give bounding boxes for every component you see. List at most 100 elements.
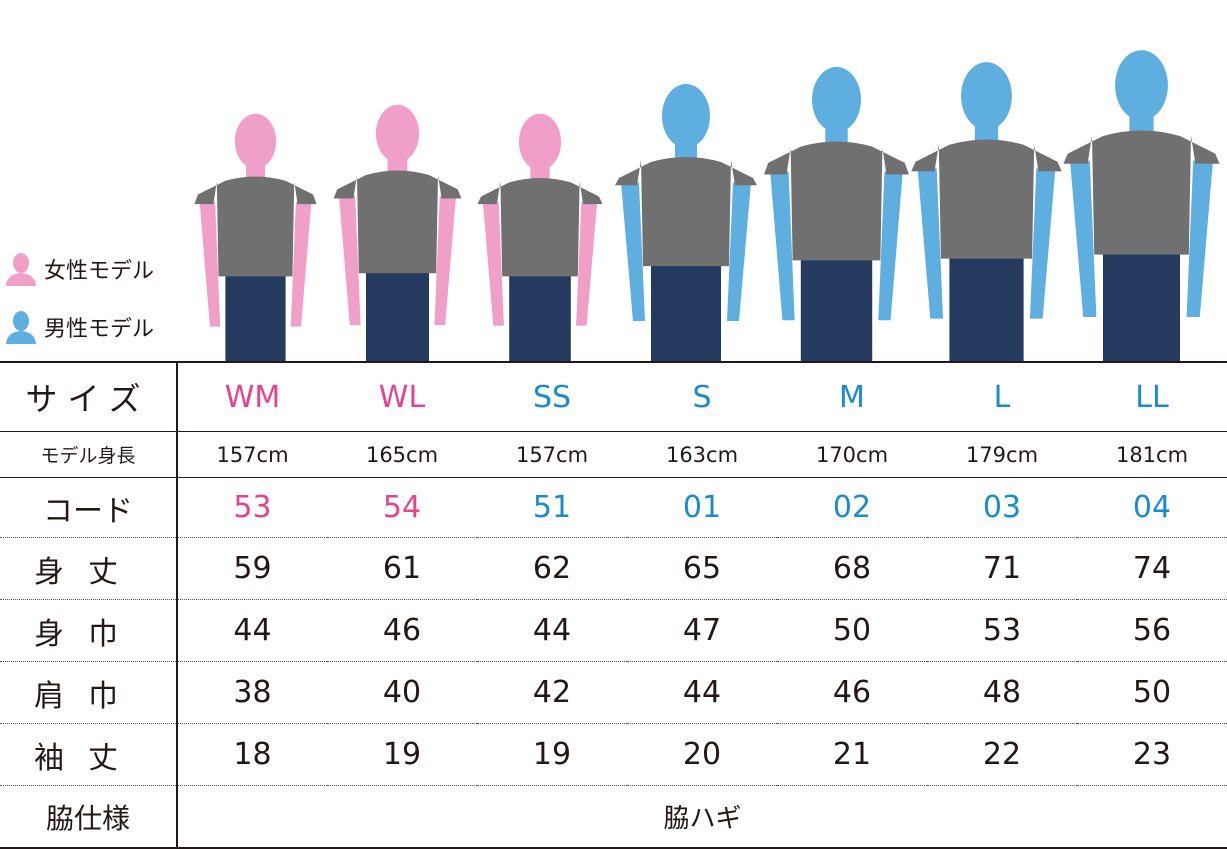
figure-left-arm: [482, 201, 504, 326]
figure-jeans: [224, 266, 286, 361]
figure-neck: [530, 163, 550, 181]
sleeve-length-cell: 19: [477, 723, 627, 786]
male-person-icon: [6, 311, 36, 344]
figure-right-arm: [433, 195, 456, 325]
figure-right-arm: [576, 201, 598, 326]
figure-tshirt: [333, 170, 461, 274]
shoulder-width-cell: 40: [327, 661, 477, 724]
code-cell: 04: [1077, 477, 1227, 538]
figure-tshirt: [1062, 130, 1220, 255]
figure-jeans: [800, 248, 872, 361]
figure-right-arm: [1029, 168, 1055, 319]
figure-right-arm: [877, 171, 903, 321]
code-cell: 01: [627, 477, 777, 538]
figure-neck: [675, 140, 697, 160]
model-figure-ll: [1062, 50, 1220, 361]
height-cell: 165cm: [327, 431, 477, 478]
figure-neck: [824, 124, 848, 145]
figure-head: [1114, 50, 1168, 121]
sleeve-length-cell: 21: [777, 723, 927, 786]
size-cell: L: [927, 361, 1077, 432]
size-cell: LL: [1077, 361, 1227, 432]
row-body-length: 身丈 59 61 62 65 68 71 74: [0, 537, 1227, 600]
label-shoulder-width: 肩巾: [0, 661, 178, 724]
figure-neck: [974, 121, 998, 143]
size-cell: WL: [327, 361, 477, 432]
label-size: サイズ: [0, 361, 178, 432]
size-cell: M: [777, 361, 927, 432]
model-figure-wm: [193, 113, 317, 361]
sleeve-length-cell: 23: [1077, 723, 1227, 786]
row-body-width: 身巾 44 46 44 47 50 53 56: [0, 599, 1227, 662]
figure-tshirt: [477, 178, 603, 277]
sleeve-length-cell: 18: [177, 723, 327, 786]
row-sleeve-length: 袖丈 18 19 19 20 21 22 23: [0, 723, 1227, 786]
model-figure-l: [910, 62, 1062, 361]
body-length-cell: 74: [1077, 537, 1227, 600]
code-cell: 03: [927, 477, 1077, 538]
label-body-length: 身丈: [0, 537, 178, 600]
model-figure-wl: [333, 104, 461, 361]
legend-male: 男性モデル: [4, 310, 154, 344]
model-figure-s: [615, 84, 757, 361]
height-cell: 157cm: [477, 431, 627, 478]
figure-left-arm: [1069, 160, 1096, 318]
figure-neck: [1128, 111, 1154, 134]
figure-jeans: [651, 254, 721, 361]
body-length-cell: 71: [927, 537, 1077, 600]
figure-neck: [387, 155, 407, 174]
height-cell: 181cm: [1077, 431, 1227, 478]
label-model-height: モデル身長: [0, 431, 178, 478]
label-code: コード: [0, 477, 178, 538]
code-cell: 53: [177, 477, 327, 538]
body-width-cell: 44: [177, 599, 327, 662]
body-width-cell: 56: [1077, 599, 1227, 662]
figure-left-arm: [621, 182, 645, 321]
model-figure-ss: [477, 113, 603, 361]
figure-right-arm: [727, 182, 751, 321]
figure-head: [960, 62, 1012, 130]
row-gusset: 脇仕様 脇ハギ: [0, 785, 1227, 849]
shoulder-width-cell: 46: [777, 661, 927, 724]
label-gusset: 脇仕様: [0, 785, 178, 849]
shoulder-width-cell: 42: [477, 661, 627, 724]
sleeve-length-cell: 22: [927, 723, 1077, 786]
row-code: コード 53 54 51 01 02 03 04: [0, 477, 1227, 538]
figure-head: [811, 67, 861, 133]
figure-jeans: [1102, 242, 1180, 361]
shoulder-width-cell: 48: [927, 661, 1077, 724]
body-length-cell: 65: [627, 537, 777, 600]
body-length-cell: 59: [177, 537, 327, 600]
shoulder-width-cell: 38: [177, 661, 327, 724]
figure-head: [375, 104, 419, 163]
figure-left-arm: [917, 168, 943, 319]
code-cell: 02: [777, 477, 927, 538]
figure-head: [234, 113, 276, 169]
body-length-cell: 68: [777, 537, 927, 600]
shoulder-width-cell: 44: [627, 661, 777, 724]
body-width-cell: 46: [327, 599, 477, 662]
gusset-value: 脇ハギ: [177, 785, 1227, 849]
figure-right-arm: [290, 201, 311, 327]
body-width-cell: 47: [627, 599, 777, 662]
figure-jeans: [948, 246, 1024, 361]
row-model-height: モデル身長 157cm 165cm 157cm 163cm 170cm 179c…: [0, 431, 1227, 478]
figure-left-arm: [338, 195, 361, 325]
code-cell: 51: [477, 477, 627, 538]
legend-female: 女性モデル: [4, 252, 154, 286]
figure-head: [662, 84, 710, 148]
height-cell: 157cm: [177, 431, 327, 478]
body-length-cell: 61: [327, 537, 477, 600]
sleeve-length-cell: 20: [627, 723, 777, 786]
size-table: サイズ WM WL SS S M L LL モデル身長 157cm 165cm …: [0, 361, 1227, 849]
label-sleeve-length: 袖丈: [0, 723, 178, 786]
size-cell: SS: [477, 361, 627, 432]
figure-head: [518, 113, 562, 171]
figure-jeans: [365, 262, 429, 361]
height-cell: 163cm: [627, 431, 777, 478]
figure-right-arm: [1186, 160, 1213, 318]
body-width-cell: 53: [927, 599, 1077, 662]
legend-female-label: 女性モデル: [44, 259, 155, 284]
body-width-cell: 50: [777, 599, 927, 662]
